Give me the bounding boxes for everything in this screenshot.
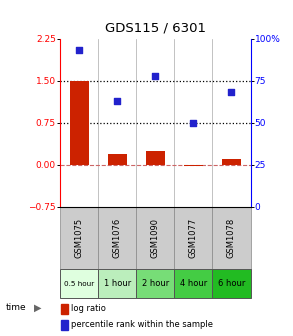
Text: time: time: [6, 303, 26, 312]
Text: percentile rank within the sample: percentile rank within the sample: [71, 321, 212, 329]
Bar: [146, 151, 165, 165]
Text: GSM1077: GSM1077: [189, 218, 198, 258]
Text: GDS115 / 6301: GDS115 / 6301: [105, 22, 206, 35]
Bar: [98, 269, 136, 298]
Bar: [98, 207, 136, 269]
Text: GSM1090: GSM1090: [151, 218, 160, 258]
Text: 2 hour: 2 hour: [142, 279, 169, 288]
Text: log ratio: log ratio: [71, 304, 105, 313]
Bar: [136, 207, 174, 269]
Text: 1 hour: 1 hour: [103, 279, 131, 288]
Bar: [174, 269, 212, 298]
Bar: [136, 269, 174, 298]
Bar: [60, 269, 98, 298]
Bar: [108, 154, 127, 165]
Bar: [61, 304, 68, 313]
Text: ▶: ▶: [34, 302, 41, 312]
Text: 6 hour: 6 hour: [218, 279, 245, 288]
Point: [229, 90, 234, 95]
Bar: [174, 207, 212, 269]
Point: [191, 120, 196, 125]
Point: [115, 98, 120, 103]
Bar: [222, 159, 241, 165]
Bar: [61, 320, 68, 330]
Bar: [70, 81, 89, 165]
Text: GSM1076: GSM1076: [113, 218, 122, 258]
Bar: [212, 207, 251, 269]
Point: [153, 73, 158, 78]
Text: GSM1078: GSM1078: [227, 218, 236, 258]
Text: GSM1075: GSM1075: [75, 218, 84, 258]
Point: [77, 48, 81, 53]
Bar: [212, 269, 251, 298]
Text: 4 hour: 4 hour: [180, 279, 207, 288]
Bar: [60, 207, 98, 269]
Bar: [184, 165, 203, 166]
Text: 0.5 hour: 0.5 hour: [64, 281, 94, 287]
